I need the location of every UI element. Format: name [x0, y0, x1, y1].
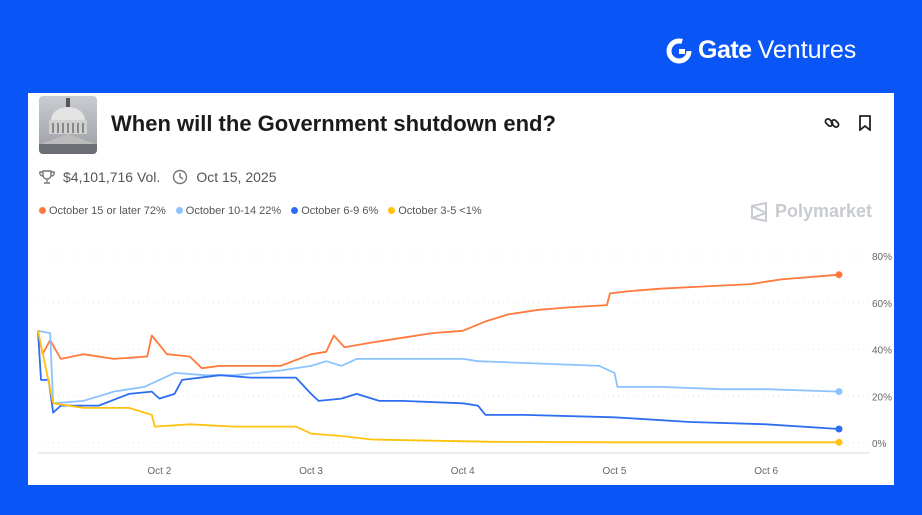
y-tick-label: 60%: [872, 299, 892, 310]
legend-dot: [175, 207, 183, 214]
trophy-icon: [39, 170, 55, 184]
gate-ventures-logo: Gate Ventures: [666, 36, 856, 65]
series-line: [37, 330, 839, 444]
volume: $4,101,716 Vol.: [63, 169, 161, 185]
y-tick-label: 0%: [872, 439, 887, 450]
polymarket-watermark: Polymarket: [749, 201, 872, 222]
series-end-point: [835, 271, 843, 279]
legend-item[interactable]: October 3-5 <1%: [388, 205, 482, 217]
legend-dot: [388, 207, 396, 214]
x-tick-label: Oct 2: [147, 466, 171, 477]
series-line: [37, 330, 840, 430]
market-title: When will the Government shutdown end?: [111, 111, 556, 136]
x-tick-label: Oct 6: [754, 466, 778, 477]
source-label: Polymarket: [774, 201, 872, 221]
bookmark-icon[interactable]: [858, 115, 872, 131]
end-date: Oct 15, 2025: [196, 169, 277, 185]
series-end-point: [835, 438, 843, 446]
legend-label: October 15 or later 72%: [49, 205, 166, 217]
legend-label: October 3-5 <1%: [398, 205, 482, 217]
legend-dot: [291, 207, 299, 214]
capitol-image: [39, 96, 97, 154]
chart-legend: October 15 or later 72% October 10-14 22…: [39, 205, 482, 217]
brand-bold: Gate: [698, 36, 752, 64]
link-icon[interactable]: [824, 115, 840, 131]
y-tick-label: 20%: [872, 392, 892, 403]
legend-label: October 10-14 22%: [185, 205, 282, 217]
series-line: [37, 273, 840, 370]
market-card: When will the Government shutdown end? $…: [28, 93, 894, 485]
legend-item[interactable]: October 10-14 22%: [175, 205, 282, 217]
legend-dot: [39, 207, 46, 214]
polymarket-icon: [750, 201, 767, 222]
legend-item[interactable]: October 15 or later 72%: [39, 205, 166, 217]
brand-light: Ventures: [757, 36, 857, 64]
y-tick-label: 40%: [872, 346, 892, 357]
gate-logo-icon: [666, 38, 692, 63]
legend-label: October 6-9 6%: [301, 205, 379, 217]
x-tick-label: Oct 5: [602, 466, 626, 477]
line-chart: 0% 20% 40% 60% 80% Oct 2 Oct 3 Oct 4 Oct 5 Oct 6: [37, 252, 892, 477]
series-end-point: [835, 388, 843, 396]
legend-item[interactable]: October 6-9 6%: [291, 205, 378, 217]
x-tick-label: Oct 3: [299, 466, 323, 477]
series-line: [37, 329, 840, 405]
x-tick-label: Oct 4: [451, 466, 475, 477]
series-end-point: [835, 425, 843, 433]
y-tick-label: 80%: [872, 252, 892, 263]
clock-icon: [173, 169, 188, 185]
